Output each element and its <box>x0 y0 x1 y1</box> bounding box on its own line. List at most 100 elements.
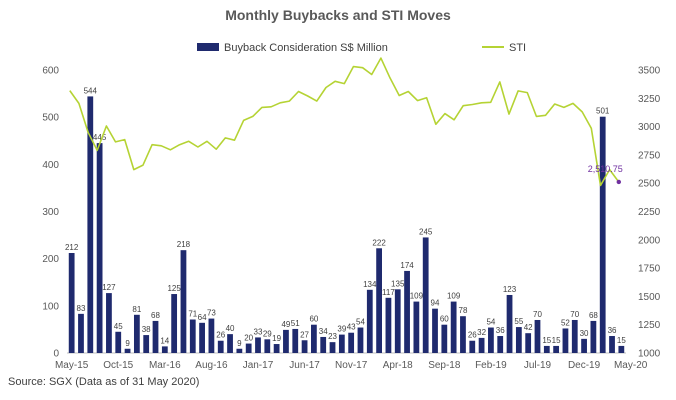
bar-data-label: 42 <box>524 323 533 332</box>
bar-data-label: 52 <box>561 318 570 327</box>
bar-data-label: 36 <box>608 326 617 335</box>
bar-mark <box>394 289 401 353</box>
bar-mark <box>273 344 280 353</box>
bar-mark <box>96 143 103 353</box>
bar-mark <box>478 337 485 353</box>
bar-mark <box>292 328 299 353</box>
x-axis-tick-label: Jan-17 <box>243 360 274 371</box>
right-axis-tick-label: 2250 <box>638 207 661 218</box>
right-axis-tick-label: 1500 <box>638 292 661 303</box>
bar-data-label: 15 <box>617 336 626 345</box>
bar-mark <box>534 319 541 353</box>
bar-mark <box>217 340 224 353</box>
chart-title: Monthly Buybacks and STI Moves <box>225 7 451 23</box>
bar-data-label: 60 <box>309 315 318 324</box>
bar-data-label: 55 <box>514 317 523 326</box>
bar-mark <box>450 301 457 353</box>
bar-data-label: 54 <box>356 318 365 327</box>
bar-mark <box>599 116 606 353</box>
bar-data-label: 245 <box>419 227 433 236</box>
bar-data-label: 117 <box>382 288 395 297</box>
bar-data-label: 125 <box>167 284 181 293</box>
bar-data-label: 134 <box>363 280 377 289</box>
bar-data-label: 222 <box>372 238 386 247</box>
bar-data-label: 109 <box>410 292 424 301</box>
bar-data-label: 9 <box>237 339 242 348</box>
x-axis-tick-label: Jun-17 <box>289 360 320 371</box>
bar-data-label: 70 <box>533 310 542 319</box>
x-axis-tick-label: Apr-18 <box>383 360 413 371</box>
bar-data-label: 109 <box>447 292 461 301</box>
bar-data-label: 174 <box>400 261 414 270</box>
right-axis-tick-label: 3000 <box>638 122 661 133</box>
bar-mark <box>227 334 233 353</box>
bar-mark <box>245 343 252 353</box>
bar-mark <box>133 314 140 353</box>
right-axis-tick-label: 2000 <box>638 235 661 246</box>
bar-mark <box>329 342 336 353</box>
bar-data-label: 445 <box>93 133 107 142</box>
bar-data-label: 71 <box>188 310 197 319</box>
right-axis-tick-label: 3500 <box>638 66 661 77</box>
bar-data-label: 68 <box>589 311 598 320</box>
x-axis-tick-label: Nov-17 <box>335 360 368 371</box>
bar-data-label: 60 <box>440 315 449 324</box>
bar-mark <box>376 248 382 353</box>
bar-data-label: 30 <box>580 329 589 338</box>
bar-mark <box>236 348 243 353</box>
x-axis-tick-label: Jul-19 <box>524 360 552 371</box>
bar-data-label: 49 <box>281 320 290 329</box>
bar-data-label: 68 <box>151 311 160 320</box>
x-axis-tick-label: Feb-19 <box>475 360 507 371</box>
bar-mark <box>581 338 587 353</box>
x-axis-tick-label: Sep-18 <box>428 360 461 371</box>
right-axis-tick-label: 2750 <box>638 150 661 161</box>
bar-mark <box>78 313 84 353</box>
bar-data-label: 15 <box>542 336 551 345</box>
sti-last-point-marker <box>616 179 621 185</box>
bar-mark <box>525 333 532 353</box>
bar-mark <box>87 96 94 353</box>
sti-series-line <box>69 57 620 187</box>
bar-data-label: 26 <box>468 331 477 340</box>
bar-data-label: 51 <box>291 319 300 328</box>
bar-data-label: 127 <box>102 283 116 292</box>
bar-data-label: 123 <box>503 285 517 294</box>
bar-mark <box>488 327 494 353</box>
bar-data-label: 45 <box>114 322 123 331</box>
bar-mark <box>441 324 448 353</box>
bar-data-label: 36 <box>496 326 505 335</box>
left-axis-tick-label: 400 <box>42 160 59 171</box>
bar-data-label: 43 <box>347 323 356 332</box>
bar-data-label: 39 <box>337 325 346 334</box>
bar-mark <box>432 308 438 353</box>
bar-data-label: 26 <box>216 331 225 340</box>
bar-data-label: 135 <box>391 279 405 288</box>
right-axis-tick-label: 2500 <box>638 179 661 190</box>
x-axis-tick-label: May-15 <box>55 360 89 371</box>
bar-data-label: 544 <box>84 86 98 95</box>
bar-mark <box>571 319 578 353</box>
x-axis-tick-label: May-20 <box>614 360 648 371</box>
bar-mark <box>338 334 345 353</box>
bar-mark <box>357 327 364 353</box>
bar-mark <box>180 250 187 353</box>
right-axis-tick-label: 1250 <box>638 320 661 331</box>
bar-mark <box>301 340 308 353</box>
bar-data-label: 20 <box>244 334 253 343</box>
x-axis-tick-label: Dec-19 <box>568 360 601 371</box>
bar-mark <box>152 320 159 353</box>
bar-mark <box>506 294 513 353</box>
bar-data-label: 94 <box>431 299 440 308</box>
bar-mark <box>497 336 504 353</box>
bar-data-label: 73 <box>207 309 216 318</box>
bar-data-label: 40 <box>226 324 235 333</box>
source-note: Source: SGX (Data as of 31 May 2020) <box>8 376 200 388</box>
bar-mark <box>106 293 112 353</box>
bar-mark <box>311 324 317 353</box>
left-axis-tick-label: 200 <box>42 254 59 265</box>
bar-mark <box>161 346 168 353</box>
bar-mark <box>366 289 373 353</box>
bar-data-label: 64 <box>198 313 207 322</box>
bar-data-label: 9 <box>125 339 130 348</box>
